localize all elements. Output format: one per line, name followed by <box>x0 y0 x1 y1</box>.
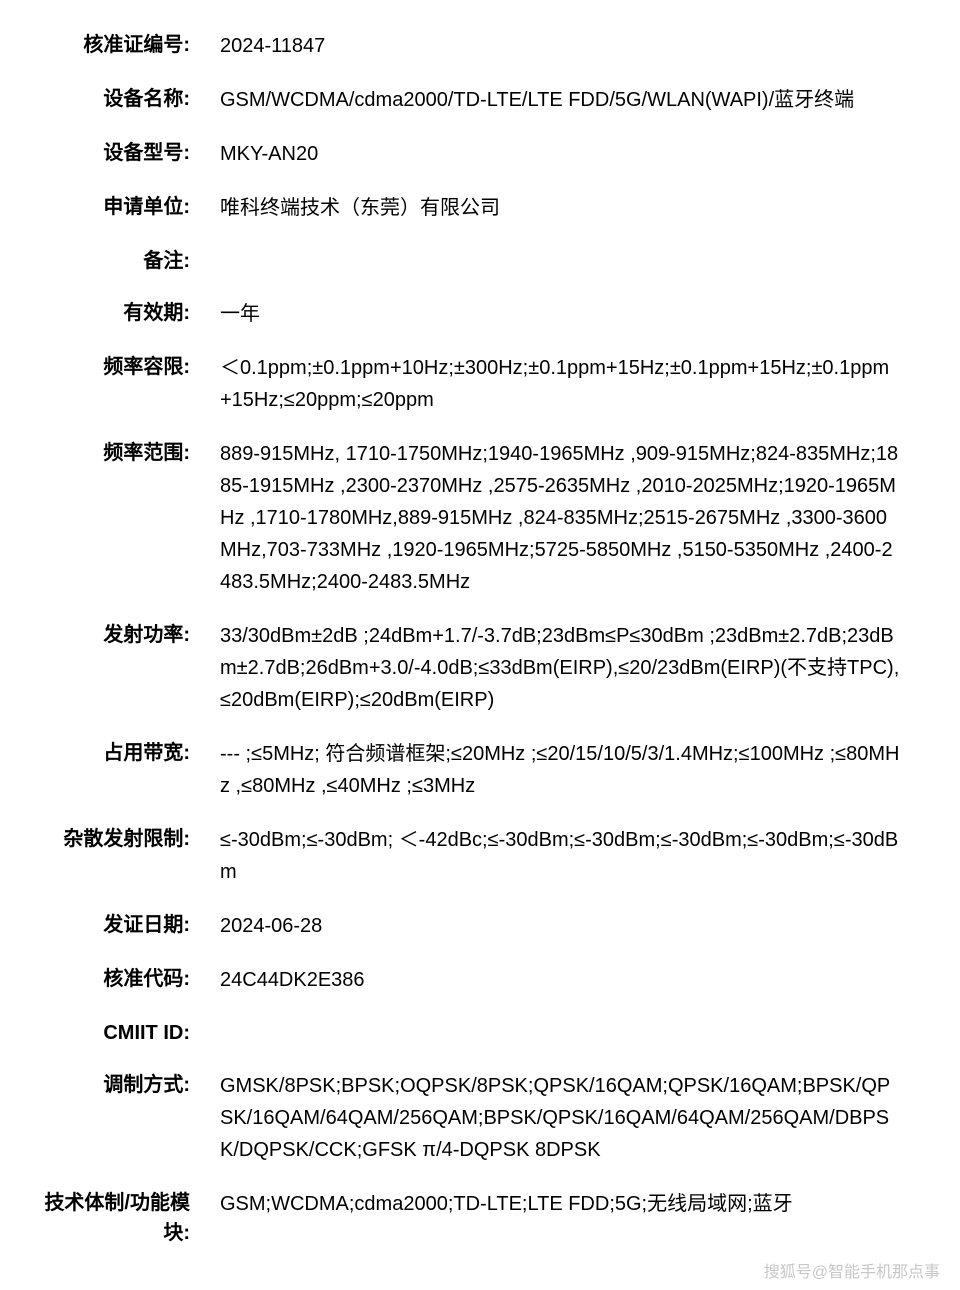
spec-row: 发射功率: 33/30dBm±2dB ;24dBm+1.7/-3.7dB;23d… <box>20 620 940 716</box>
spec-value-bandwidth: --- ;≤5MHz; 符合频谱框架;≤20MHz ;≤20/15/10/5/3… <box>220 738 940 802</box>
spec-label-remarks: 备注: <box>20 246 220 276</box>
spec-label-frequency-range: 频率范围: <box>20 438 220 468</box>
spec-value-approval-code: 24C44DK2E386 <box>220 964 940 996</box>
spec-row: 备注: <box>20 246 940 276</box>
spec-row: 占用带宽: --- ;≤5MHz; 符合频谱框架;≤20MHz ;≤20/15/… <box>20 738 940 802</box>
spec-row: 申请单位: 唯科终端技术（东莞）有限公司 <box>20 192 940 224</box>
spec-label-bandwidth: 占用带宽: <box>20 738 220 768</box>
spec-row: 技术体制/功能模块: GSM;WCDMA;cdma2000;TD-LTE;LTE… <box>20 1188 940 1248</box>
spec-row: 频率容限: ＜0.1ppm;±0.1ppm+10Hz;±300Hz;±0.1pp… <box>20 352 940 416</box>
spec-row: 发证日期: 2024-06-28 <box>20 910 940 942</box>
spec-label-device-model: 设备型号: <box>20 138 220 168</box>
spec-label-issue-date: 发证日期: <box>20 910 220 940</box>
spec-label-modulation: 调制方式: <box>20 1070 220 1100</box>
spec-label-tech-module: 技术体制/功能模块: <box>20 1188 220 1248</box>
spec-label-applicant: 申请单位: <box>20 192 220 222</box>
spec-value-tech-module: GSM;WCDMA;cdma2000;TD-LTE;LTE FDD;5G;无线局… <box>220 1188 940 1220</box>
spec-row: 频率范围: 889-915MHz, 1710-1750MHz;1940-1965… <box>20 438 940 598</box>
spec-row: CMIIT ID: <box>20 1018 940 1048</box>
spec-value-transmit-power: 33/30dBm±2dB ;24dBm+1.7/-3.7dB;23dBm≤P≤3… <box>220 620 940 716</box>
spec-row: 核准代码: 24C44DK2E386 <box>20 964 940 996</box>
spec-value-device-name: GSM/WCDMA/cdma2000/TD-LTE/LTE FDD/5G/WLA… <box>220 84 940 116</box>
spec-label-frequency-tolerance: 频率容限: <box>20 352 220 382</box>
spec-value-frequency-tolerance: ＜0.1ppm;±0.1ppm+10Hz;±300Hz;±0.1ppm+15Hz… <box>220 352 940 416</box>
spec-row: 设备型号: MKY-AN20 <box>20 138 940 170</box>
spec-row: 调制方式: GMSK/8PSK;BPSK;OQPSK/8PSK;QPSK/16Q… <box>20 1070 940 1166</box>
spec-value-issue-date: 2024-06-28 <box>220 910 940 942</box>
spec-value-spurious-emission: ≤-30dBm;≤-30dBm; ＜-42dBc;≤-30dBm;≤-30dBm… <box>220 824 940 888</box>
spec-value-frequency-range: 889-915MHz, 1710-1750MHz;1940-1965MHz ,9… <box>220 438 940 598</box>
spec-row: 杂散发射限制: ≤-30dBm;≤-30dBm; ＜-42dBc;≤-30dBm… <box>20 824 940 888</box>
spec-value-approval-number: 2024-11847 <box>220 30 940 62</box>
spec-value-device-model: MKY-AN20 <box>220 138 940 170</box>
spec-label-approval-code: 核准代码: <box>20 964 220 994</box>
spec-value-applicant: 唯科终端技术（东莞）有限公司 <box>220 192 940 224</box>
spec-row: 有效期: 一年 <box>20 298 940 330</box>
spec-label-approval-number: 核准证编号: <box>20 30 220 60</box>
spec-row: 设备名称: GSM/WCDMA/cdma2000/TD-LTE/LTE FDD/… <box>20 84 940 116</box>
certification-spec-table: 核准证编号: 2024-11847 设备名称: GSM/WCDMA/cdma20… <box>20 30 940 1248</box>
spec-label-transmit-power: 发射功率: <box>20 620 220 650</box>
spec-label-device-name: 设备名称: <box>20 84 220 114</box>
spec-value-modulation: GMSK/8PSK;BPSK;OQPSK/8PSK;QPSK/16QAM;QPS… <box>220 1070 940 1166</box>
spec-label-validity: 有效期: <box>20 298 220 328</box>
spec-label-spurious-emission: 杂散发射限制: <box>20 824 220 854</box>
watermark-text: 搜狐号@智能手机那点事 <box>764 1258 940 1282</box>
spec-value-validity: 一年 <box>220 298 940 330</box>
spec-label-cmiit-id: CMIIT ID: <box>20 1018 220 1048</box>
spec-row: 核准证编号: 2024-11847 <box>20 30 940 62</box>
